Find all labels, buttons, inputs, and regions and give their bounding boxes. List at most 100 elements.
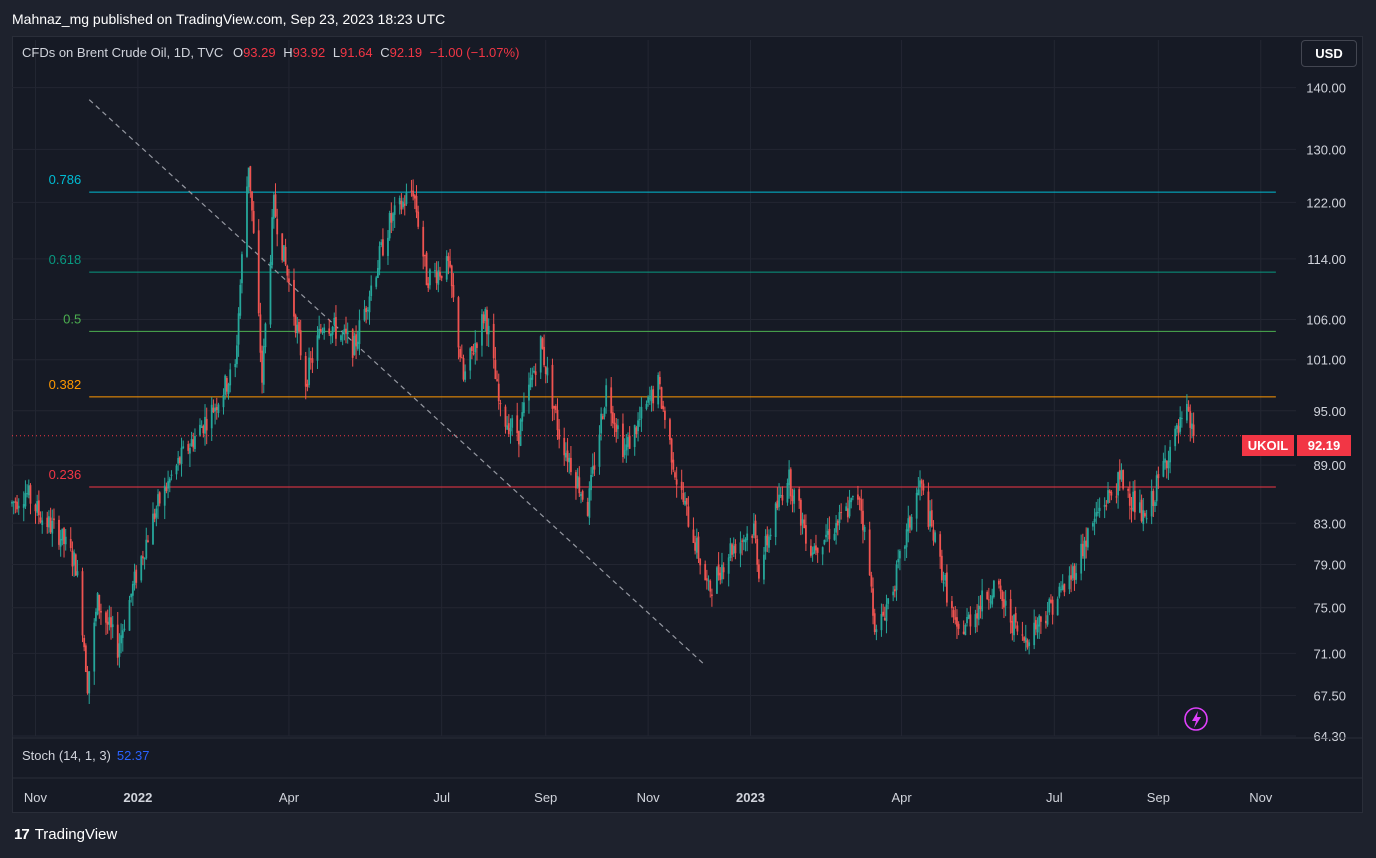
candle-body bbox=[601, 416, 604, 419]
candle-body bbox=[611, 412, 614, 424]
candle-body bbox=[781, 494, 784, 501]
candle-body bbox=[716, 567, 718, 594]
candle-body bbox=[660, 387, 663, 409]
candle-body bbox=[470, 346, 473, 352]
candle-body bbox=[210, 404, 213, 429]
candle-body bbox=[1167, 460, 1170, 469]
candle-body bbox=[74, 554, 77, 576]
price-axis[interactable]: 140.00 130.00 122.00 114.00 106.00 101.00 95.0… bbox=[1306, 81, 1346, 744]
candle-body bbox=[810, 545, 812, 556]
candle-body bbox=[734, 543, 737, 554]
candle-body bbox=[699, 558, 702, 566]
candlestick-series bbox=[11, 165, 1195, 704]
time-axis-tick: Sep bbox=[534, 790, 557, 805]
candle-body bbox=[658, 376, 661, 385]
candle-body bbox=[356, 341, 359, 349]
candle-body bbox=[413, 195, 416, 199]
candle-body bbox=[930, 510, 933, 527]
currency-button[interactable]: USD bbox=[1301, 40, 1357, 67]
candle-body bbox=[1070, 575, 1072, 580]
candle-body bbox=[1191, 423, 1193, 429]
candle-body bbox=[751, 535, 754, 538]
candle-body bbox=[857, 494, 859, 500]
candle-body bbox=[93, 622, 96, 672]
candle-body bbox=[343, 329, 346, 332]
candle-body bbox=[633, 425, 636, 447]
candle-body bbox=[580, 493, 582, 497]
candle-body bbox=[388, 213, 391, 239]
candle-body bbox=[539, 336, 542, 373]
candle-body bbox=[26, 493, 29, 495]
time-axis[interactable]: Nov 2022 Apr Jul Sep Nov 2023 Apr Jul Sep Nov bbox=[24, 790, 1273, 805]
candle-body bbox=[100, 610, 102, 613]
lightning-bolt-icon[interactable] bbox=[1184, 707, 1208, 731]
price-axis-tick: 122.00 bbox=[1306, 195, 1346, 210]
time-axis-tick: 2022 bbox=[123, 790, 152, 805]
candle-body bbox=[450, 265, 453, 287]
trend-line[interactable] bbox=[88, 99, 706, 666]
price-axis-tick: 71.00 bbox=[1313, 646, 1346, 661]
fibonacci-retracement[interactable]: 0.786 0.618 0.5 0.382 0.236 bbox=[49, 172, 1276, 488]
candle-body bbox=[380, 242, 383, 246]
candle-body bbox=[423, 255, 426, 257]
candle-body bbox=[610, 387, 613, 414]
price-axis-tick: 130.00 bbox=[1306, 142, 1346, 157]
candle-body bbox=[754, 520, 757, 539]
candle-body bbox=[366, 309, 369, 312]
tradingview-brand[interactable]: 17 TradingView bbox=[14, 826, 117, 843]
candle-body bbox=[892, 591, 895, 596]
candle-body bbox=[998, 580, 1000, 585]
candle-body bbox=[920, 480, 923, 484]
candle-body bbox=[732, 545, 735, 554]
candle-body bbox=[742, 539, 745, 542]
candle-body bbox=[543, 346, 545, 366]
candle-body bbox=[306, 383, 309, 387]
candle-body bbox=[264, 323, 267, 348]
candle-body bbox=[331, 326, 334, 335]
candle-body bbox=[1050, 599, 1052, 603]
candle-body bbox=[1164, 458, 1166, 463]
time-axis-tick: Sep bbox=[1147, 790, 1170, 805]
candle-body bbox=[237, 313, 240, 345]
candle-body bbox=[1013, 614, 1015, 636]
candle-body bbox=[880, 614, 883, 631]
candle-body bbox=[1080, 543, 1083, 574]
candle-body bbox=[905, 529, 908, 548]
candle-body bbox=[106, 621, 109, 625]
candle-body bbox=[798, 489, 801, 501]
candle-body bbox=[868, 529, 871, 576]
candle-body bbox=[204, 416, 206, 434]
candle-body bbox=[684, 500, 686, 505]
candle-body bbox=[528, 384, 530, 401]
chart-frame[interactable] bbox=[12, 36, 1363, 813]
candle-body bbox=[826, 530, 829, 535]
candle-body bbox=[945, 572, 948, 603]
candle-body bbox=[105, 612, 107, 623]
candle-body bbox=[662, 405, 665, 410]
candle-body bbox=[1048, 599, 1051, 613]
candle-body bbox=[261, 350, 263, 383]
candle-body bbox=[49, 517, 52, 533]
candle-body bbox=[296, 324, 299, 334]
price-tag: UKOIL 92.19 bbox=[1242, 435, 1351, 456]
candle-body bbox=[111, 624, 114, 628]
candle-body bbox=[437, 270, 440, 285]
candle-body bbox=[967, 614, 970, 619]
candle-body bbox=[222, 394, 225, 408]
candle-body bbox=[29, 485, 32, 504]
price-tag-symbol-box bbox=[1242, 435, 1294, 456]
stoch-indicator-legend[interactable]: Stoch (14, 1, 3) 52.37 bbox=[22, 748, 149, 763]
candle-body bbox=[492, 323, 495, 359]
low-value: 91.64 bbox=[340, 45, 373, 60]
candle-body bbox=[1140, 499, 1143, 522]
candle-body bbox=[429, 269, 431, 286]
candle-body bbox=[392, 213, 394, 221]
candle-body bbox=[768, 536, 770, 548]
symbol-legend: CFDs on Brent Crude Oil, 1D, TVC O93.29 … bbox=[22, 45, 519, 60]
candle-body bbox=[858, 497, 861, 500]
candle-body bbox=[544, 366, 547, 374]
brand-name: TradingView bbox=[34, 826, 118, 843]
candle-body bbox=[801, 519, 804, 524]
candle-body bbox=[956, 617, 958, 627]
